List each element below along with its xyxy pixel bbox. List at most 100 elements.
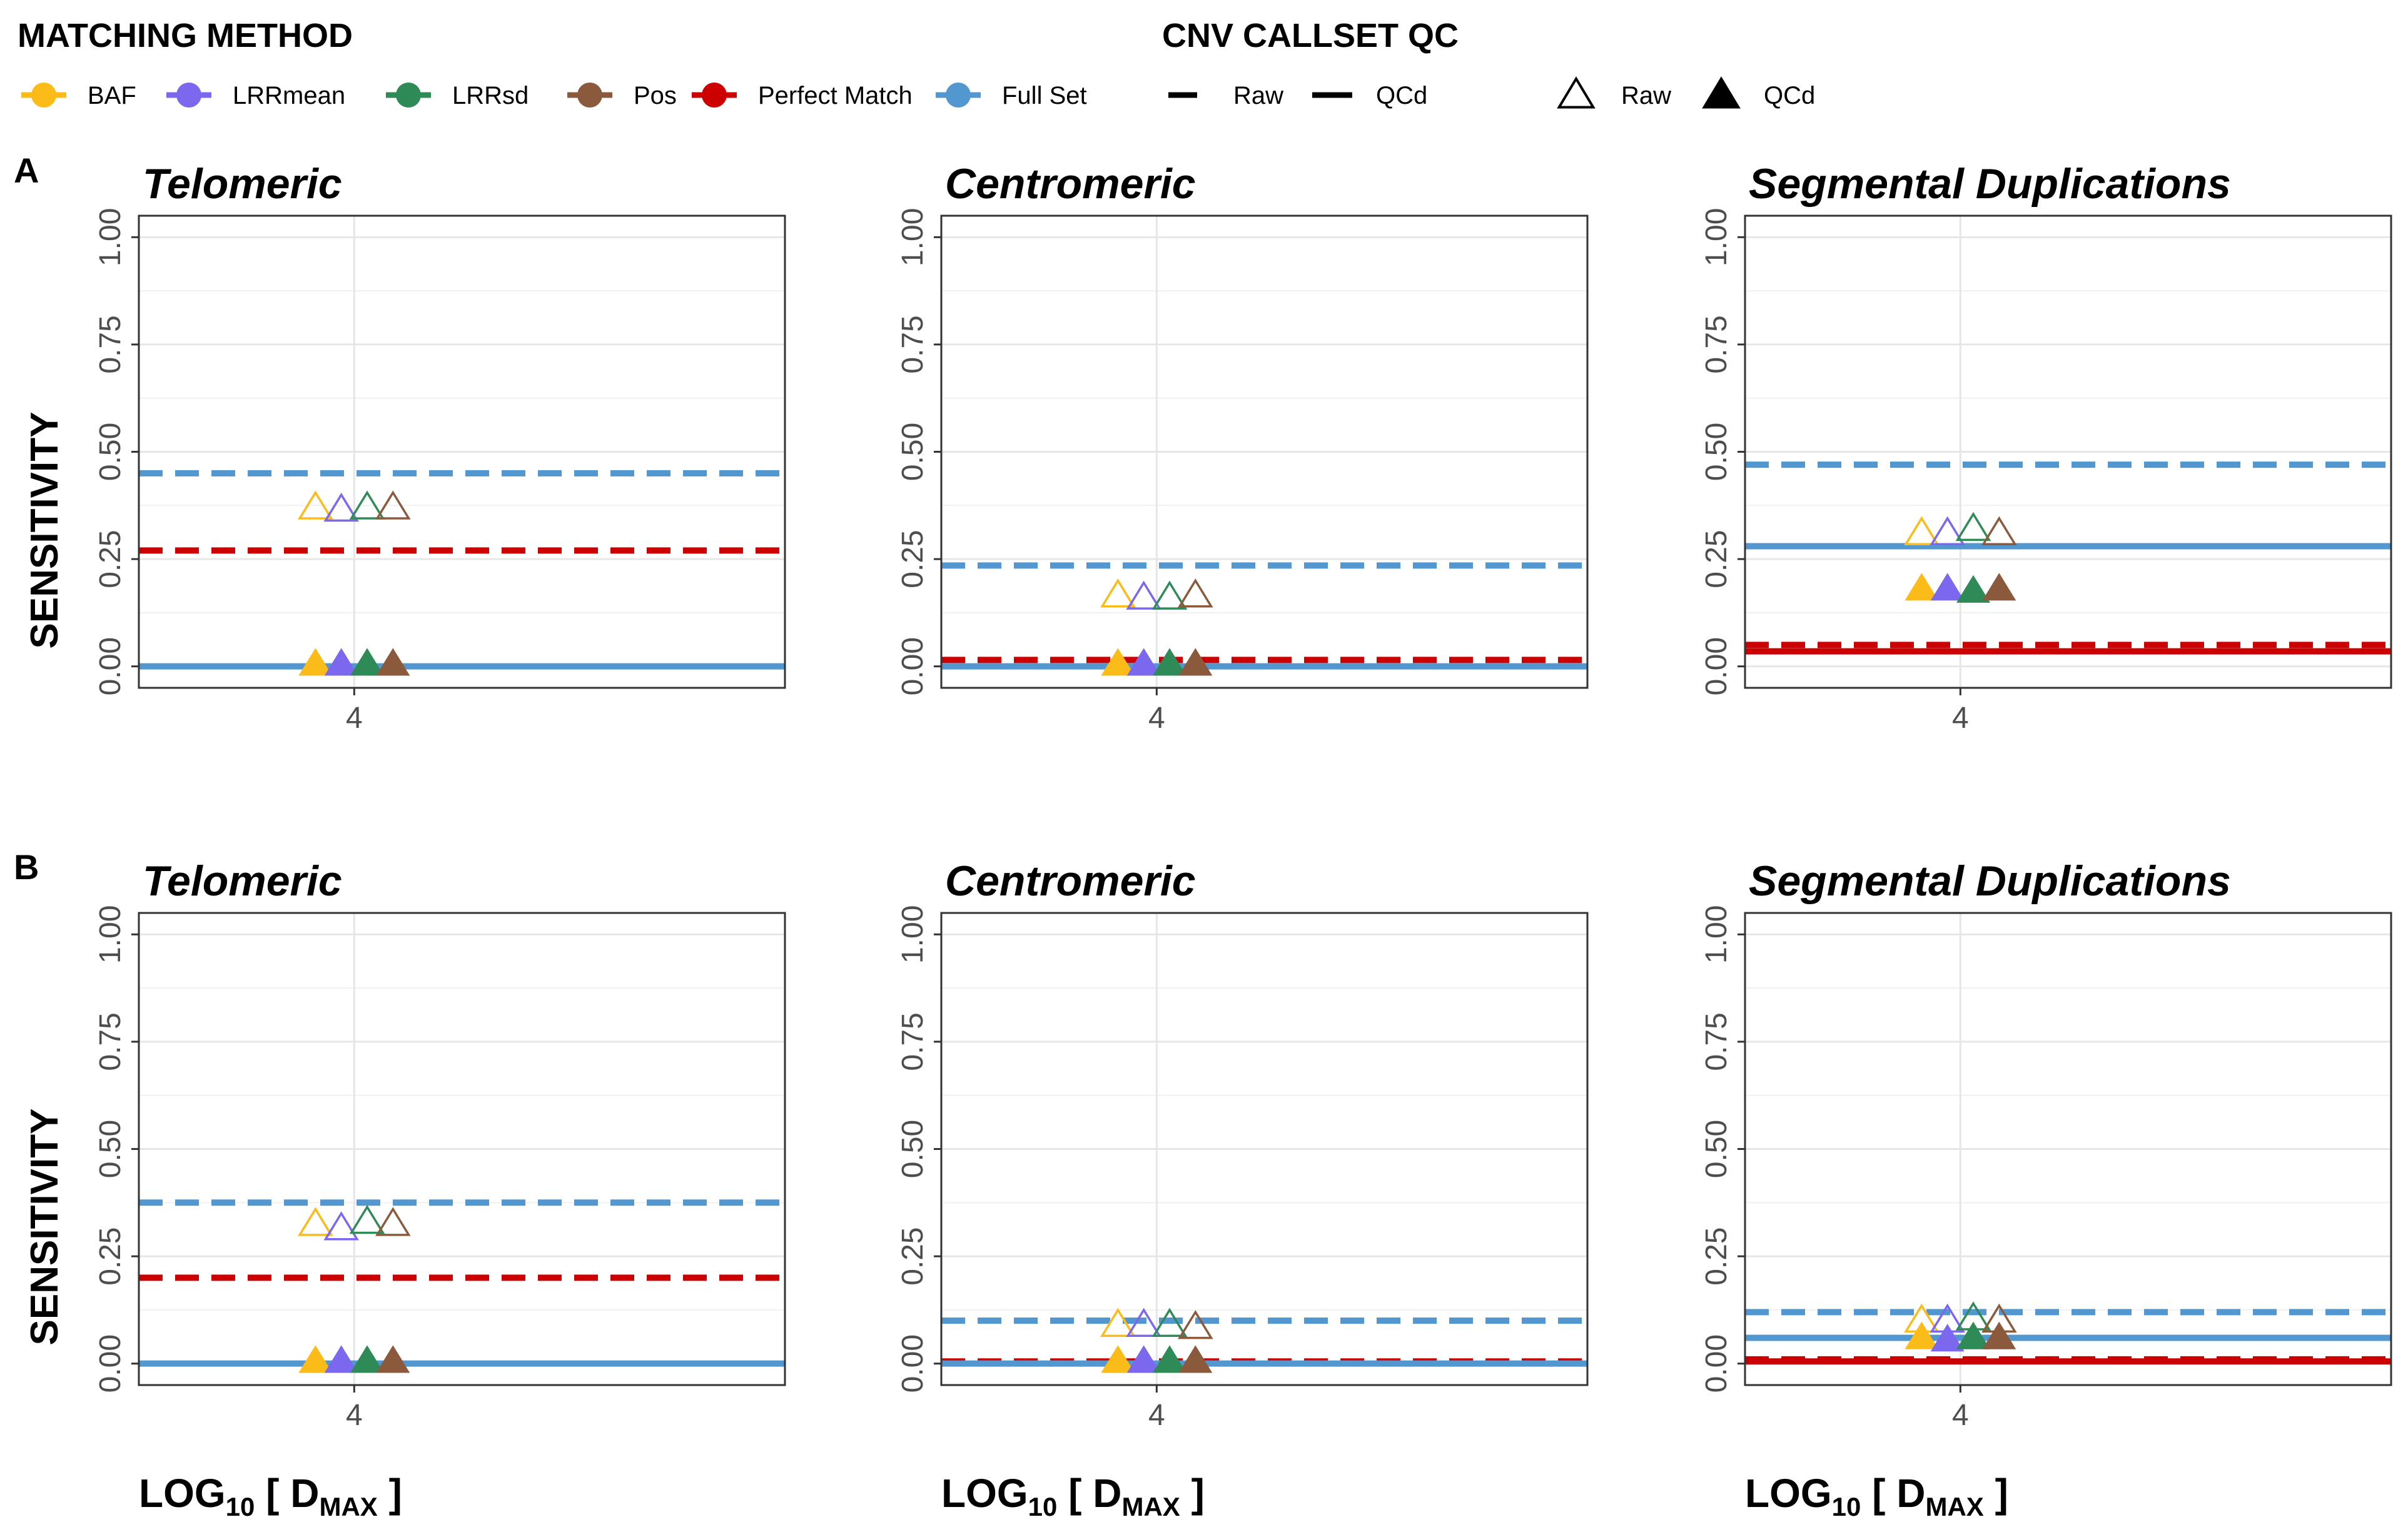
panel-b-segmental-duplications-ytick-label: 0.00 [1700, 1334, 1733, 1393]
panel-a-segmental-duplications-ytick-label: 1.00 [1700, 208, 1733, 266]
panel-b-segmental-duplications-xtick-label: 4 [1952, 1399, 1969, 1432]
panel-b-centromeric-point-raw-lrrmean [1126, 1308, 1161, 1337]
panel-a-telomeric-point-qcd-pos [376, 648, 410, 676]
panel-b-segmental-duplications-ytick-label: 0.50 [1700, 1120, 1733, 1178]
panel-a-telomeric-point-qcd-lrrsd [350, 648, 384, 676]
panel-b-telomeric-title: Telomeric [143, 857, 342, 905]
panel-a-centromeric-point-qcd-pos [1178, 648, 1213, 676]
panel-b-segmental-duplications-ytick-label: 0.25 [1700, 1227, 1733, 1285]
legend-dot-lrrsd [396, 83, 421, 108]
legend-methods: BAF LRRmean LRRsd Pos Perfect Match Full Set [21, 82, 1087, 109]
panel-b-centromeric-point-qcd-baf [1101, 1345, 1135, 1373]
panel-b-telomeric-point-qcd-lrrsd [350, 1345, 384, 1373]
legend-dot-baf [31, 83, 56, 108]
panel-a-telomeric-ytick-label: 0.75 [94, 315, 127, 373]
legend-dot-pos [577, 83, 602, 108]
panel-a-segmental-duplications-ytick-label: 0.75 [1700, 315, 1733, 373]
panel-b-segmental-duplications-point-qcd-lrrsd [1956, 1321, 1990, 1349]
legend-label-perfect-match: Perfect Match [758, 82, 913, 109]
panel-b-telomeric-ytick-label: 0.25 [94, 1227, 127, 1285]
panel-a-telomeric-ytick-label: 0.50 [94, 423, 127, 481]
panel-b-telomeric-point-qcd-pos [376, 1345, 410, 1373]
legend-shapes: Raw QCd [1557, 76, 1815, 109]
panel-a-telomeric-ytick-label: 0.00 [94, 637, 127, 695]
panel-b-telomeric-point-qcd-lrrmean [324, 1345, 358, 1373]
legend-linetype-label-qcd: QCd [1376, 82, 1427, 109]
panel-a-centromeric-ytick-label: 0.75 [896, 315, 929, 373]
panel-b-segmental-duplications: Segmental Duplications 0.00 0.25 0.50 0.75 1.… [1700, 857, 2392, 1432]
matching-method-title: MATCHING METHOD [18, 17, 353, 54]
panel-a-segmental-duplications-point-qcd-pos [1982, 573, 2016, 601]
panel-b-centromeric-point-qcd-pos [1178, 1345, 1213, 1373]
legend-dot-perfect-match [702, 83, 727, 108]
panel-a-centromeric-ytick-label: 0.50 [896, 423, 929, 481]
legend-shape-label-qcd: QCd [1764, 82, 1815, 109]
panel-a-centromeric-point-raw-baf [1100, 578, 1136, 608]
panel-a-segmental-duplications-ytick-label: 0.00 [1700, 637, 1733, 695]
panel-a-segmental-duplications-point-raw-lrrsd [1955, 512, 1991, 542]
panel-a-segmental-duplications-point-qcd-baf [1905, 573, 1939, 601]
panel-a-telomeric-point-qcd-baf [298, 648, 333, 676]
panel-a-centromeric-xtick-label: 4 [1148, 702, 1165, 735]
panels: Telomeric 0.00 0.25 0.50 0.75 1.00 4 Centromeri… [94, 160, 2392, 1432]
panel-a-segmental-duplications: Segmental Duplications 0.00 0.25 0.50 0.75 1.… [1700, 160, 2392, 735]
panel-a-segmental-duplications-ytick-label: 0.50 [1700, 423, 1733, 481]
svg-text:LOG10 [ DMAX ]: LOG10 [ DMAX ] [941, 1471, 1205, 1521]
panel-a-segmental-duplications-point-raw-pos [1981, 516, 2017, 545]
panel-a-segmental-duplications-ytick-label: 0.25 [1700, 530, 1733, 588]
legend-linetype-label-raw: Raw [1233, 82, 1283, 109]
panel-b-centromeric-ytick-label: 0.00 [896, 1334, 929, 1393]
panel-a-centromeric: Centromeric 0.00 0.25 0.50 0.75 1.00 4 [896, 160, 1589, 735]
panel-a-telomeric-point-raw-pos [375, 490, 411, 520]
panel-a-telomeric-ytick-label: 0.25 [94, 530, 127, 588]
panel-a-segmental-duplications-point-qcd-lrrsd [1956, 575, 1990, 603]
panel-a-segmental-duplications-point-raw-baf [1904, 516, 1940, 545]
svg-text:LOG10 [ DMAX ]: LOG10 [ DMAX ] [139, 1471, 402, 1521]
panel-a-centromeric-title: Centromeric [945, 160, 1196, 208]
panel-a-centromeric-ytick-label: 0.25 [896, 530, 929, 588]
panel-b-telomeric-point-raw-pos [375, 1207, 411, 1236]
panel-b-centromeric-point-qcd-lrrsd [1153, 1345, 1186, 1373]
x-axis-label-col-1: LOG10 [ DMAX ] [139, 1471, 402, 1521]
panel-a-telomeric: Telomeric 0.00 0.25 0.50 0.75 1.00 4 [94, 160, 786, 735]
legend-label-full-set: Full Set [1002, 82, 1087, 109]
panel-b-telomeric-ytick-label: 0.75 [94, 1012, 127, 1071]
panel-b-telomeric-xtick-label: 4 [346, 1399, 363, 1432]
panel-a-telomeric-point-raw-baf [298, 490, 333, 520]
row-tag-b: B [14, 847, 39, 887]
panel-b-segmental-duplications-ytick-label: 1.00 [1700, 905, 1733, 964]
panel-b-segmental-duplications-point-qcd-pos [1982, 1321, 2016, 1349]
panel-b-centromeric-ytick-label: 0.75 [896, 1012, 929, 1071]
cnv-callset-qc-title: CNV CALLSET QC [1162, 17, 1459, 54]
x-axis-label-col-3: LOG10 [ DMAX ] [1745, 1471, 2008, 1521]
panel-a-segmental-duplications-xtick-label: 4 [1952, 702, 1969, 735]
y-axis-label-row-b: SENSITIVITY [23, 1109, 66, 1346]
panel-b-telomeric-point-raw-lrrmean [323, 1211, 359, 1241]
panel-a-telomeric-title: Telomeric [143, 160, 342, 208]
panel-a-centromeric-ytick-label: 0.00 [896, 637, 929, 695]
panel-b-segmental-duplications-title: Segmental Duplications [1749, 857, 2231, 905]
panel-b-centromeric-point-raw-baf [1100, 1308, 1136, 1337]
legend-label-lrrmean: LRRmean [233, 82, 345, 109]
panel-a-centromeric-point-qcd-lrrmean [1126, 648, 1161, 676]
legend-dot-lrrmean [176, 83, 201, 108]
legend-linetypes: Raw QCd [1168, 82, 1427, 109]
panel-a-segmental-duplications-point-raw-lrrmean [1930, 516, 1965, 545]
panel-b-centromeric: Centromeric 0.00 0.25 0.50 0.75 1.00 4 [896, 857, 1589, 1432]
legend-label-pos: Pos [634, 82, 677, 109]
panel-b-centromeric-point-raw-lrrsd [1151, 1308, 1188, 1337]
y-axis-label-row-a: SENSITIVITY [23, 412, 66, 649]
panel-b-centromeric-title: Centromeric [945, 857, 1196, 905]
legend-shape-label-raw: Raw [1621, 82, 1671, 109]
legend-dot-full-set [946, 83, 971, 108]
panel-a-centromeric-point-raw-lrrsd [1151, 580, 1188, 610]
panel-a-centromeric-point-raw-pos [1177, 578, 1213, 608]
legend-label-lrrsd: LRRsd [452, 82, 529, 109]
legend-shape-raw [1557, 76, 1596, 109]
panel-b-telomeric-ytick-label: 0.50 [94, 1120, 127, 1178]
row-tag-a: A [14, 151, 39, 190]
panel-b-centromeric-ytick-label: 0.25 [896, 1227, 929, 1285]
panel-b-telomeric-point-raw-baf [298, 1207, 333, 1236]
legend-label-baf: BAF [88, 82, 136, 109]
